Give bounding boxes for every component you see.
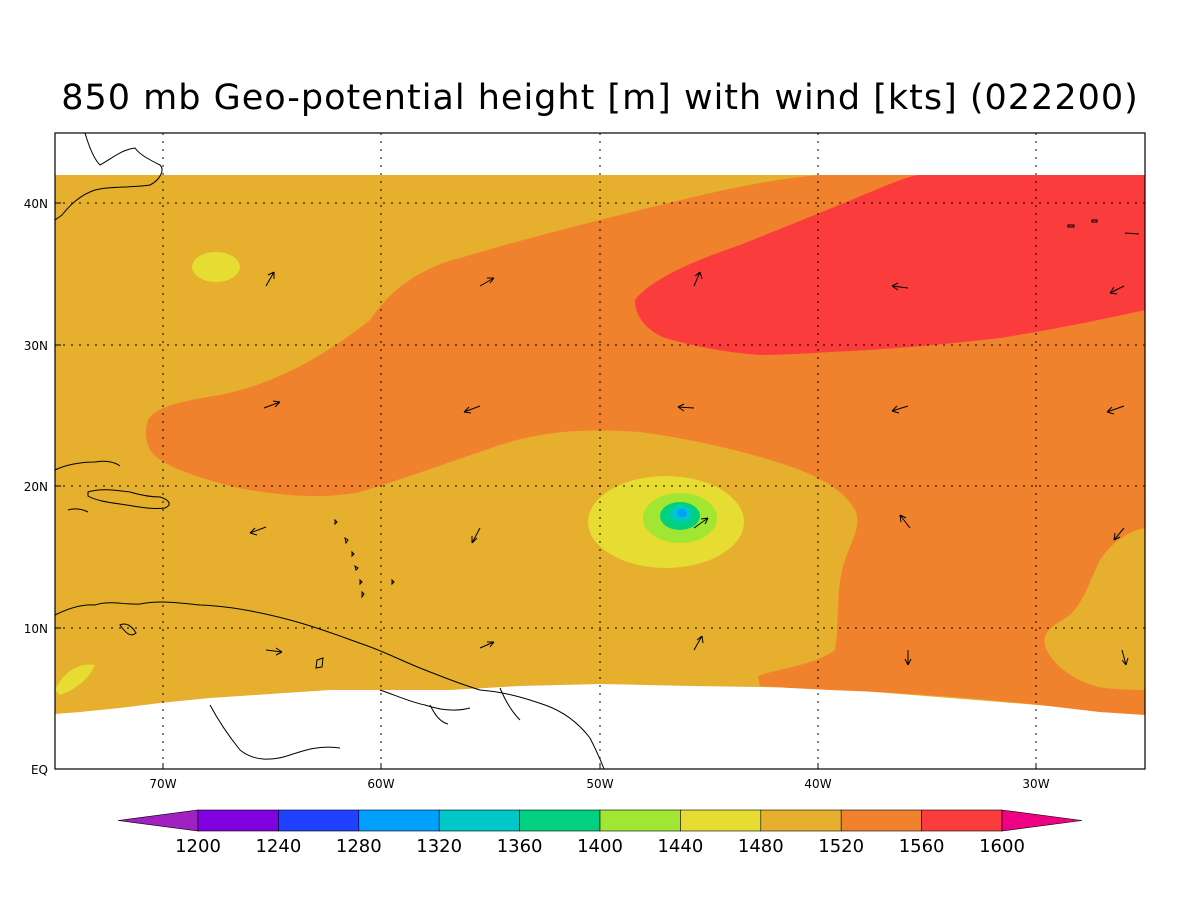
island bbox=[1067, 224, 1075, 228]
blob-1480-southwest bbox=[55, 664, 95, 695]
colorbar-label: 1200 bbox=[175, 836, 221, 857]
wind-arrow bbox=[479, 641, 495, 649]
wind-arrow bbox=[1106, 405, 1125, 415]
island bbox=[359, 578, 363, 586]
coast-puerto-rico bbox=[67, 508, 89, 513]
wind-arrow bbox=[1121, 649, 1129, 666]
colorbar-label: 1360 bbox=[497, 836, 543, 857]
wind-arrow bbox=[891, 282, 909, 291]
wind-arrow bbox=[479, 277, 495, 287]
colorbar: 1200 1240 1280 1320 1360 1400 1440 1480 1520 1560… bbox=[117, 809, 1083, 857]
island bbox=[361, 590, 365, 599]
coast-interior-border-1 bbox=[379, 689, 471, 711]
lat-label-40n: 40N bbox=[24, 197, 48, 211]
wind-arrow bbox=[693, 271, 703, 287]
wind-arrow bbox=[249, 526, 267, 536]
chart-title: 850 mb Geo-potential height [m] with win… bbox=[61, 78, 1139, 118]
wind-arrow bbox=[265, 271, 275, 287]
island bbox=[334, 518, 338, 526]
lon-label-30w: 30W bbox=[1022, 777, 1049, 791]
colorbar-label: 1520 bbox=[818, 836, 864, 857]
island bbox=[354, 564, 359, 571]
island bbox=[391, 578, 395, 586]
wind-arrow bbox=[263, 400, 281, 409]
colorbar-label: 1600 bbox=[979, 836, 1025, 857]
coast-interior-border-2 bbox=[429, 704, 449, 725]
graticule bbox=[55, 133, 1145, 769]
colorbar-swatch bbox=[680, 809, 762, 832]
colorbar-label: 1560 bbox=[899, 836, 945, 857]
tick-marks bbox=[55, 202, 1037, 769]
wind-arrow bbox=[904, 650, 912, 666]
lon-label-60w: 60W bbox=[367, 777, 394, 791]
colorbar-label: 1320 bbox=[416, 836, 462, 857]
coast-north-america bbox=[54, 132, 163, 221]
lat-label-10n: 10N bbox=[24, 622, 48, 636]
wind-arrow bbox=[891, 405, 909, 414]
band-1600 bbox=[635, 175, 1145, 355]
wind-arrow bbox=[471, 527, 481, 544]
lat-label-eq: EQ bbox=[31, 763, 48, 777]
colorbar-swatch bbox=[278, 809, 360, 832]
coast-cuba bbox=[54, 460, 121, 471]
island bbox=[1124, 232, 1140, 235]
coast-guiana-interior bbox=[209, 704, 341, 760]
wind-arrow bbox=[265, 647, 283, 656]
wind-arrow bbox=[677, 403, 695, 412]
lon-label-40w: 40W bbox=[804, 777, 831, 791]
wind-arrow bbox=[899, 514, 911, 529]
antilles-islands bbox=[334, 219, 1140, 599]
coastlines bbox=[54, 132, 605, 770]
low-1320 bbox=[677, 509, 687, 517]
colorbar-label: 1480 bbox=[738, 836, 784, 857]
colorbar-label: 1280 bbox=[336, 836, 382, 857]
colorbar-swatch bbox=[599, 809, 681, 832]
island bbox=[344, 536, 349, 545]
colorbar-swatch bbox=[921, 809, 1003, 832]
blob-1480-west bbox=[192, 252, 240, 282]
wind-vectors bbox=[249, 271, 1129, 666]
lon-label-70w: 70W bbox=[149, 777, 176, 791]
lat-label-30n: 30N bbox=[24, 339, 48, 353]
colorbar-label: 1440 bbox=[657, 836, 703, 857]
band-1520-southeast bbox=[1044, 528, 1145, 690]
lon-label-50w: 50W bbox=[586, 777, 613, 791]
colorbar-swatch bbox=[197, 809, 279, 832]
colorbar-swatch bbox=[519, 809, 601, 832]
coast-hispaniola bbox=[87, 489, 170, 509]
coast-south-america bbox=[54, 601, 605, 770]
coast-interior-border-3 bbox=[499, 687, 521, 721]
colorbar-label: 1400 bbox=[577, 836, 623, 857]
wind-arrow bbox=[693, 517, 709, 529]
colorbar-swatch bbox=[760, 809, 842, 832]
island bbox=[351, 550, 355, 558]
coast-lake bbox=[119, 623, 137, 636]
wind-arrow bbox=[463, 405, 481, 414]
colorbar-swatch bbox=[438, 809, 520, 832]
colorbar-arrow-low bbox=[117, 809, 199, 832]
colorbar-arrow-high bbox=[1001, 809, 1083, 832]
island bbox=[1091, 219, 1098, 223]
colorbar-swatch bbox=[840, 809, 922, 832]
coast-trinidad bbox=[315, 657, 324, 669]
wind-arrow bbox=[693, 635, 704, 651]
colorbar-label: 1240 bbox=[255, 836, 301, 857]
wind-arrow bbox=[1109, 285, 1125, 295]
lat-label-20n: 20N bbox=[24, 480, 48, 494]
colorbar-swatch bbox=[358, 809, 440, 832]
wind-arrow bbox=[1113, 527, 1125, 541]
